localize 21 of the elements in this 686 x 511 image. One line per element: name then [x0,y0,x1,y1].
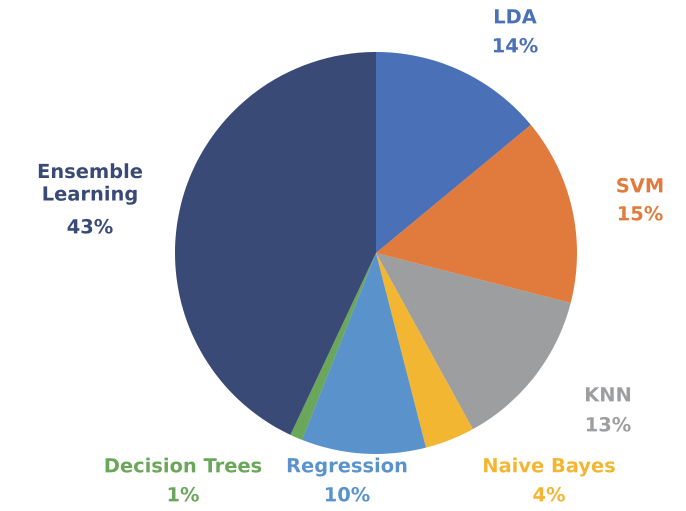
pie-slice [376,253,473,448]
slice-label: KNN [586,387,630,402]
pie-slice [376,124,577,303]
slice-label: SVM [617,178,662,193]
data-label: 15% [618,206,663,221]
data-label: 43% [68,218,113,234]
data-label: 4% [533,486,565,502]
slice-label: Decision Trees [106,458,262,473]
pie-slice [290,253,376,440]
data-label: 14% [494,38,538,53]
pie-slice [376,253,571,430]
data-label: 1% [168,486,199,502]
pie-slice [376,52,531,253]
pie-slice [302,253,426,454]
data-label: 10% [326,486,370,502]
slice-label: Ensemble Learning [38,163,142,205]
data-label: 13% [586,416,631,432]
pie-slice [175,52,376,435]
slice-label: Naive Bayes [484,458,615,476]
slice-label: Regression [288,458,406,476]
slice-label: LDA [494,9,537,24]
